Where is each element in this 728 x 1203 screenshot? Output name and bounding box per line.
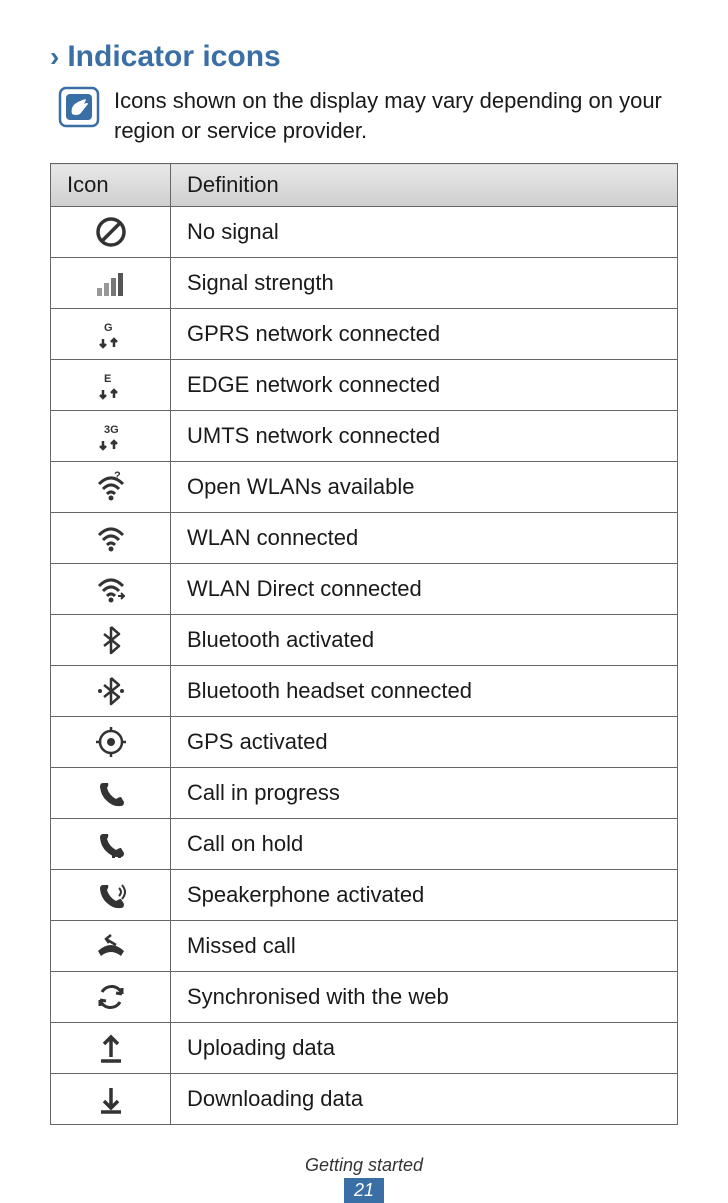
definition-cell: Open WLANs available: [171, 462, 678, 513]
upload-icon: [51, 1023, 171, 1074]
definition-cell: GPS activated: [171, 717, 678, 768]
definition-cell: Bluetooth activated: [171, 615, 678, 666]
sync-icon: [51, 972, 171, 1023]
table-row: Signal strength: [51, 258, 678, 309]
table-row: Open WLANs available: [51, 462, 678, 513]
table-row: Downloading data: [51, 1074, 678, 1125]
note-icon: [58, 86, 100, 128]
call-icon: [51, 768, 171, 819]
table-row: Uploading data: [51, 1023, 678, 1074]
definition-cell: UMTS network connected: [171, 411, 678, 462]
definition-cell: Missed call: [171, 921, 678, 972]
definition-cell: Speakerphone activated: [171, 870, 678, 921]
svg-text:G: G: [104, 322, 113, 334]
definition-cell: Call in progress: [171, 768, 678, 819]
page-footer: Getting started 21: [50, 1155, 678, 1203]
edge-icon: E: [51, 360, 171, 411]
definition-cell: EDGE network connected: [171, 360, 678, 411]
hold-icon: [51, 819, 171, 870]
speaker-icon: [51, 870, 171, 921]
table-row: WLAN Direct connected: [51, 564, 678, 615]
page-number: 21: [344, 1178, 384, 1203]
definition-cell: Synchronised with the web: [171, 972, 678, 1023]
bluetooth-icon: [51, 615, 171, 666]
table-row: Bluetooth headset connected: [51, 666, 678, 717]
table-row: E EDGE network connected: [51, 360, 678, 411]
section-title: › Indicator icons: [50, 40, 678, 74]
bt-headset-icon: [51, 666, 171, 717]
note-block: Icons shown on the display may vary depe…: [50, 86, 678, 145]
signal-icon: [51, 258, 171, 309]
footer-section: Getting started: [50, 1155, 678, 1176]
definition-cell: WLAN connected: [171, 513, 678, 564]
download-icon: [51, 1074, 171, 1125]
table-row: GPS activated: [51, 717, 678, 768]
missed-icon: [51, 921, 171, 972]
table-row: Synchronised with the web: [51, 972, 678, 1023]
table-row: No signal: [51, 207, 678, 258]
gps-icon: [51, 717, 171, 768]
svg-text:3G: 3G: [104, 424, 119, 436]
indicator-table: Icon Definition No signalSignal strength…: [50, 163, 678, 1125]
definition-cell: WLAN Direct connected: [171, 564, 678, 615]
table-row: Speakerphone activated: [51, 870, 678, 921]
table-row: Missed call: [51, 921, 678, 972]
table-row: G GPRS network connected: [51, 309, 678, 360]
th-icon: Icon: [51, 164, 171, 207]
table-row: WLAN connected: [51, 513, 678, 564]
chevron-icon: ›: [50, 41, 59, 73]
gprs-icon: G: [51, 309, 171, 360]
no-signal-icon: [51, 207, 171, 258]
definition-cell: Uploading data: [171, 1023, 678, 1074]
table-row: Bluetooth activated: [51, 615, 678, 666]
definition-cell: Signal strength: [171, 258, 678, 309]
note-text: Icons shown on the display may vary depe…: [114, 86, 678, 145]
wlan-icon: [51, 513, 171, 564]
definition-cell: GPRS network connected: [171, 309, 678, 360]
definition-cell: Bluetooth headset connected: [171, 666, 678, 717]
title-text: Indicator icons: [67, 40, 280, 74]
th-def: Definition: [171, 164, 678, 207]
svg-text:E: E: [104, 373, 111, 385]
wlan-open-icon: [51, 462, 171, 513]
definition-cell: Downloading data: [171, 1074, 678, 1125]
definition-cell: No signal: [171, 207, 678, 258]
definition-cell: Call on hold: [171, 819, 678, 870]
wlan-direct-icon: [51, 564, 171, 615]
table-row: Call on hold: [51, 819, 678, 870]
table-row: 3G UMTS network connected: [51, 411, 678, 462]
table-row: Call in progress: [51, 768, 678, 819]
umts-icon: 3G: [51, 411, 171, 462]
